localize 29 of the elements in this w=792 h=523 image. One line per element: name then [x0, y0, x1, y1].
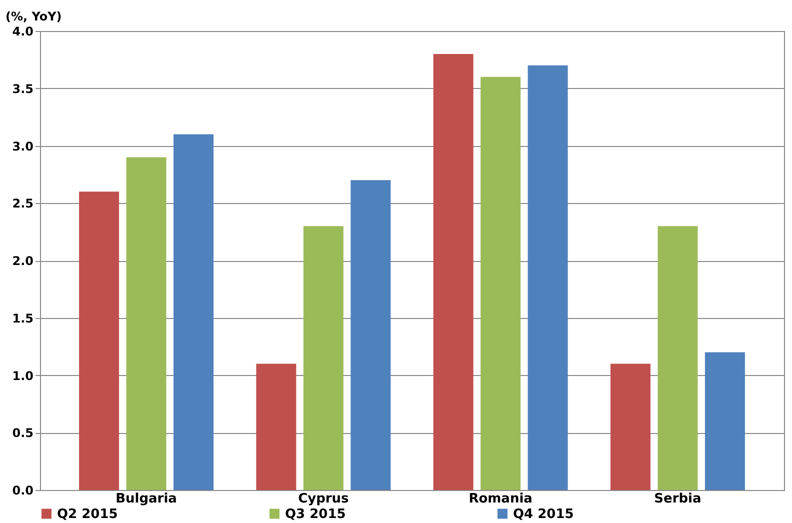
y-tick-label: 1.0 — [12, 368, 34, 383]
bar — [528, 65, 568, 490]
x-tick-label: Cyprus — [298, 492, 350, 506]
y-tick-label: 3.0 — [12, 139, 34, 154]
y-axis-title: (%, YoY) — [6, 10, 62, 24]
bar — [126, 157, 166, 490]
bar — [174, 134, 214, 490]
bar — [610, 364, 650, 490]
y-tick-label: 3.5 — [12, 82, 34, 96]
legend-label: Q2 2015 — [57, 506, 118, 522]
bar — [350, 180, 391, 490]
bar — [433, 54, 474, 490]
bar — [256, 364, 296, 490]
y-tick-label: 4.0 — [12, 24, 34, 38]
y-tick-label: 0.5 — [12, 426, 34, 440]
bar — [658, 226, 698, 490]
y-tick-label: 2.0 — [12, 254, 34, 268]
bar — [480, 76, 521, 490]
legend-label: Q4 2015 — [513, 506, 574, 522]
y-tick-label: 0.0 — [12, 484, 34, 498]
x-tick-label: Serbia — [654, 492, 702, 506]
bar — [303, 226, 344, 490]
bar — [79, 192, 120, 490]
y-tick-label: 2.5 — [12, 196, 34, 211]
y-tick-label: 1.5 — [12, 311, 34, 326]
x-tick-label: Bulgaria — [116, 492, 177, 506]
bar — [704, 352, 745, 490]
legend-label: Q3 2015 — [285, 506, 346, 522]
x-tick-label: Romania — [468, 492, 532, 506]
